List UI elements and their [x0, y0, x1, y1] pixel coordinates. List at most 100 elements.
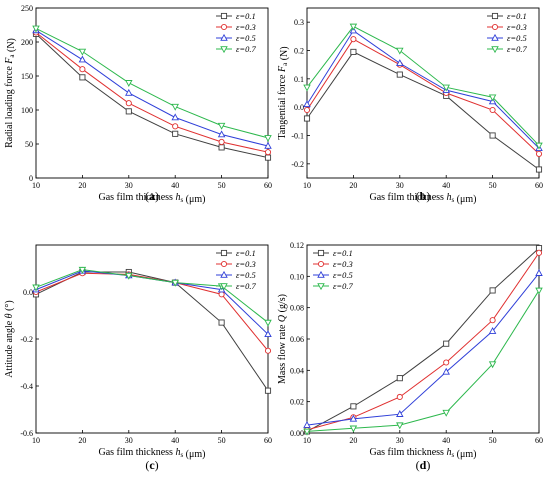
data-point [171, 103, 179, 111]
x-tick-label: 10 [303, 436, 311, 445]
chart-panel-c: 10 20 30 40 50 60-0.6-0.4-0.20.0ε=0.1ε=0.3ε=0… [4, 244, 272, 472]
data-point [303, 115, 311, 122]
data-point [396, 47, 404, 55]
data-point [125, 272, 133, 280]
x-tick-label: 30 [125, 436, 133, 445]
legend-label: ε=0.5 [333, 270, 353, 280]
data-point [349, 414, 358, 422]
plot-frame [35, 7, 269, 179]
data-point [443, 340, 450, 347]
y-axis-label: Radial loading force Fa (N) [4, 38, 17, 148]
series-line-1 [35, 271, 269, 391]
series-line-2 [306, 252, 540, 431]
data-point [125, 88, 133, 96]
series-line-2 [35, 32, 269, 153]
legend-marker [317, 270, 325, 278]
data-point [442, 367, 450, 375]
data-point [489, 106, 496, 114]
x-axis-label: Gas film thickness hs (μm) [99, 192, 206, 205]
x-tick-label: 20 [78, 436, 86, 445]
legend-marker [317, 283, 325, 291]
x-tick-label: 60 [535, 436, 543, 445]
panel-label: (a) [145, 189, 159, 203]
y-tick-label: 50 [25, 140, 33, 149]
data-point [442, 409, 450, 417]
chart-panel-d: 10 20 30 40 50 60 0.00 0.02 0.04 0.06 0.08 0.10 0.12… [277, 241, 543, 472]
legend-marker [220, 33, 228, 41]
data-point [489, 317, 496, 324]
legend-label: ε=0.5 [236, 33, 256, 43]
x-tick-label: 60 [535, 181, 543, 190]
legend-label: ε=0.3 [507, 22, 527, 32]
data-point [217, 122, 226, 130]
legend-label: ε=0.1 [333, 248, 353, 258]
series-line-3 [35, 270, 269, 335]
series-line-4 [35, 269, 269, 323]
x-tick-label: 10 [32, 436, 40, 445]
chart-panel-b: 10 20 30 40 50 60-0.2-0.10.00.10.20.3ε=0.1ε=0… [277, 7, 543, 205]
legend-label: ε=0.7 [333, 281, 353, 291]
plot-frame [306, 7, 540, 179]
y-tick-label: 0.04 [290, 366, 304, 375]
data-point [264, 330, 272, 338]
series-line-1 [306, 247, 540, 432]
x-tick-label: 50 [489, 436, 497, 445]
data-point [32, 284, 40, 292]
data-point [535, 249, 543, 256]
legend-label: ε=0.1 [236, 248, 256, 258]
data-point [218, 319, 225, 326]
data-point [303, 421, 311, 428]
chart-panel-a: 10 20 30 40 50 60050100150200250ε=0.1ε=0.3ε=0… [4, 4, 272, 205]
legend-label: ε=0.5 [236, 270, 256, 280]
data-point [350, 403, 357, 410]
series-line-4 [306, 25, 540, 146]
legend-marker [220, 260, 228, 268]
y-tick-label: 0.02 [290, 398, 304, 407]
legend-marker [491, 12, 499, 20]
panel-label: (d) [416, 458, 431, 472]
legend-label: ε=0.5 [507, 33, 527, 43]
legend-marker [220, 249, 228, 257]
x-tick-label: 60 [264, 181, 272, 190]
legend-marker [220, 283, 228, 291]
legend-label: ε=0.3 [236, 22, 256, 32]
data-point [535, 269, 543, 276]
data-point [79, 66, 86, 73]
data-point [218, 144, 225, 151]
series-line-3 [306, 29, 540, 149]
legend-label: ε=0.7 [236, 44, 256, 54]
x-tick-label: 20 [349, 181, 357, 190]
data-point [349, 23, 358, 31]
panel-label: (c) [145, 458, 158, 472]
data-point [303, 100, 311, 108]
data-point [396, 393, 403, 401]
x-tick-label: 10 [303, 181, 311, 190]
y-tick-label: 250 [21, 4, 33, 13]
x-tick-label: 50 [218, 181, 226, 190]
data-point [535, 287, 543, 295]
series-line-1 [306, 51, 540, 170]
data-point [264, 347, 272, 354]
data-point [32, 25, 40, 33]
data-point [396, 375, 403, 382]
data-point [264, 387, 272, 394]
series-line-3 [306, 272, 540, 426]
x-tick-label: 40 [442, 436, 450, 445]
legend-label: ε=0.1 [236, 11, 256, 21]
legend-marker [491, 23, 499, 31]
y-axis-label: Attitude angle θ (°) [4, 300, 15, 378]
y-tick-label: -0.6 [20, 429, 33, 438]
data-point [350, 36, 357, 43]
data-point [349, 425, 358, 433]
y-tick-label: 0.0 [23, 288, 33, 297]
legend-marker [220, 23, 228, 31]
panel-label: (b) [416, 189, 431, 203]
x-tick-label: 50 [218, 436, 226, 445]
x-tick-label: 50 [489, 181, 497, 190]
legend-label: ε=0.1 [507, 11, 527, 21]
data-point [171, 279, 179, 287]
data-point [264, 141, 272, 149]
y-tick-label: 0.0 [294, 103, 304, 112]
data-point [488, 94, 497, 102]
